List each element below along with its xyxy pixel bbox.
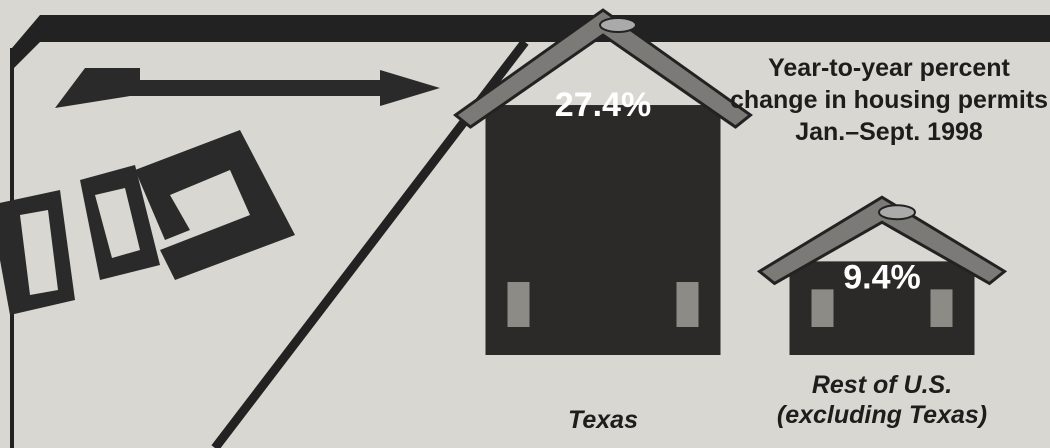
house	[456, 10, 751, 355]
value-label: 9.4%	[843, 258, 921, 296]
chart-title: Year-to-year percent change in housing p…	[728, 52, 1050, 148]
chimney	[879, 205, 915, 219]
chimney	[600, 18, 636, 32]
category-label: Texas	[503, 405, 703, 435]
category-label: Rest of U.S. (excluding Texas)	[747, 370, 1017, 430]
window	[931, 289, 953, 327]
window	[677, 282, 699, 327]
window	[812, 289, 834, 327]
window	[508, 282, 530, 327]
infographic: 27.4% 9.4% Year-to-year percent change in…	[0, 0, 1050, 448]
value-label: 27.4%	[555, 86, 651, 124]
